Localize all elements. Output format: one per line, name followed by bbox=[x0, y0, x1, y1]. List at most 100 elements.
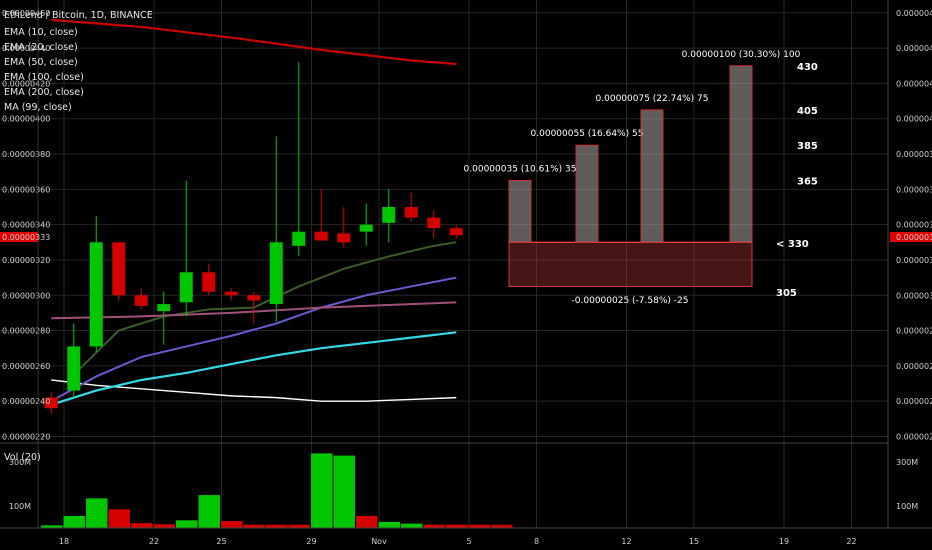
projection-annotation: 0.00000035 (10.61%) 35 bbox=[464, 165, 577, 175]
volume-tick-label: 300M bbox=[896, 458, 918, 467]
current-price-badge-left bbox=[0, 232, 38, 243]
line-ema50 bbox=[50, 331, 457, 406]
candle-body bbox=[157, 304, 171, 312]
candle-body bbox=[292, 231, 306, 246]
volume-bar bbox=[423, 524, 445, 528]
indicator-ema100: EMA (100, close) bbox=[4, 72, 84, 83]
price-tick-label: 0.00000260 bbox=[896, 362, 932, 371]
indicator-legend: EthLend / Bitcoin, 1D, BINANCE EMA (10, … bbox=[4, 10, 153, 463]
level-385: 385 bbox=[797, 141, 818, 152]
volume-bar bbox=[446, 524, 468, 528]
price-tick-label-left: 0.00000340 bbox=[2, 221, 50, 230]
candle-body bbox=[427, 217, 441, 229]
volume-bar bbox=[41, 525, 63, 528]
current-price-badge bbox=[890, 232, 932, 243]
volume-bar bbox=[333, 455, 355, 528]
volume-tick-label-left: 300M bbox=[9, 458, 31, 467]
volume-bar bbox=[468, 524, 490, 528]
candle-body bbox=[134, 295, 148, 306]
volume-bar bbox=[243, 524, 265, 528]
price-tick-label: 0.00000220 bbox=[896, 432, 932, 441]
price-tick-label-left: 0.00000420 bbox=[2, 79, 50, 88]
date-tick-label: 8 bbox=[534, 537, 539, 546]
level-405: 405 bbox=[797, 106, 818, 117]
chart-title: EthLend / Bitcoin, 1D, BINANCE bbox=[4, 10, 153, 21]
level-365: 365 bbox=[797, 177, 818, 188]
volume-bars bbox=[41, 453, 513, 528]
candle-body bbox=[359, 224, 373, 232]
candle-body bbox=[202, 272, 216, 292]
volume-bar bbox=[266, 524, 288, 528]
price-tick-label-left: 0.00000220 bbox=[2, 432, 50, 441]
volume-bar bbox=[491, 524, 513, 528]
date-tick-label: Nov bbox=[371, 537, 387, 546]
price-tick-label: 0.00000280 bbox=[896, 327, 932, 336]
candle-body bbox=[224, 291, 238, 296]
line-ema20 bbox=[50, 276, 457, 403]
price-tick-label: 0.00000340 bbox=[896, 221, 932, 230]
candle-body bbox=[314, 231, 328, 241]
volume-bar bbox=[356, 515, 378, 528]
price-tick-label: 0.00000240 bbox=[896, 397, 932, 406]
current-price-label: 0.00000333 bbox=[896, 233, 932, 242]
candle-body bbox=[449, 228, 463, 236]
candle-body bbox=[179, 272, 193, 303]
candle-body bbox=[382, 206, 396, 223]
volume-bar bbox=[131, 523, 153, 528]
date-tick-label: 22 bbox=[149, 537, 159, 546]
candle-body bbox=[67, 346, 81, 391]
volume-bar bbox=[86, 498, 108, 528]
volume-bar bbox=[153, 524, 175, 528]
date-tick-label: 29 bbox=[306, 537, 316, 546]
projection-tool[interactable]: -0.00000025 (-7.58%) -25 305 < 330 0.000000… bbox=[464, 50, 818, 306]
indicator-ema10: EMA (10, close) bbox=[4, 27, 78, 38]
current-price-label-left: 0.00000333 bbox=[2, 233, 50, 242]
level-430: 430 bbox=[797, 62, 818, 73]
volume-bar bbox=[108, 509, 130, 528]
price-tick-label: 0.00000300 bbox=[896, 291, 932, 300]
price-tick-label-left: 0.00000240 bbox=[2, 397, 50, 406]
price-tick-label: 0.00000360 bbox=[896, 185, 932, 194]
line-ema100 bbox=[51, 379, 457, 402]
volume-bar bbox=[401, 523, 423, 528]
price-tick-label-left: 0.00000440 bbox=[2, 44, 50, 53]
price-tick-label-left: 0.00000380 bbox=[2, 150, 50, 159]
projection-annotation: 0.00000055 (16.64%) 55 bbox=[531, 129, 644, 139]
line-ema10 bbox=[73, 241, 457, 376]
volume-tick-label: 100M bbox=[896, 502, 918, 511]
candle-body bbox=[247, 295, 261, 301]
price-tick-label: 0.00000440 bbox=[896, 44, 932, 53]
date-tick-label: 25 bbox=[216, 537, 226, 546]
date-tick-label: 22 bbox=[846, 537, 856, 546]
volume-bar bbox=[311, 453, 333, 528]
price-tick-label: 0.00000460 bbox=[896, 9, 932, 18]
grid-lines bbox=[0, 0, 888, 528]
candle-body bbox=[337, 233, 351, 243]
level-305: 305 bbox=[776, 288, 797, 299]
date-tick-label: 19 bbox=[779, 537, 789, 546]
price-tick-label: 0.00000320 bbox=[896, 256, 932, 265]
indicator-ema50: EMA (50, close) bbox=[4, 57, 78, 68]
downside-annotation: -0.00000025 (-7.58%) -25 bbox=[572, 296, 689, 306]
price-tick-label: 0.00000400 bbox=[896, 115, 932, 124]
volume-bar bbox=[221, 520, 243, 528]
downside-zone[interactable] bbox=[508, 241, 753, 287]
date-tick-label: 12 bbox=[621, 537, 631, 546]
candlesticks bbox=[44, 62, 463, 414]
price-tick-label-left: 0.00000460 bbox=[2, 9, 50, 18]
price-tick-label-left: 0.00000300 bbox=[2, 291, 50, 300]
projection-annotation: 0.00000100 (30.30%) 100 bbox=[682, 50, 801, 60]
indicator-ema200: EMA (200, close) bbox=[4, 87, 84, 98]
indicator-ma99: MA (99, close) bbox=[4, 102, 72, 113]
price-tick-label: 0.00000420 bbox=[896, 79, 932, 88]
price-tick-label-left: 0.00000280 bbox=[2, 327, 50, 336]
indicator-ema20: EMA (20, close) bbox=[4, 42, 78, 53]
date-tick-label: 15 bbox=[689, 537, 699, 546]
line-ema200 bbox=[51, 18, 457, 66]
moving-average-lines bbox=[50, 18, 457, 406]
volume-tick-label-left: 100M bbox=[9, 502, 31, 511]
price-tick-label-left: 0.00000260 bbox=[2, 362, 50, 371]
volume-bar bbox=[198, 495, 220, 528]
